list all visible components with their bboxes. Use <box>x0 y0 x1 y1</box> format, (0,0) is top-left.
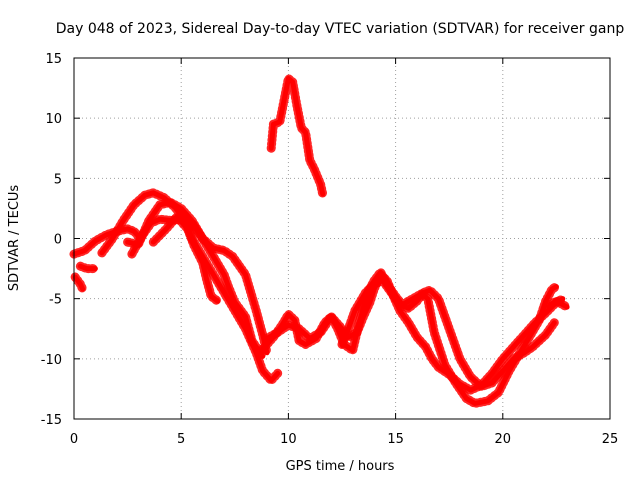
x-tick-label: 20 <box>495 432 512 447</box>
y-tick-label: 5 <box>54 172 62 187</box>
series-markers-track-2 <box>70 272 88 294</box>
grid-lines <box>74 58 610 419</box>
y-tick-label: 0 <box>54 233 62 248</box>
series-markers-track-7 <box>148 212 223 306</box>
x-tick-labels: 0 5 10 15 20 25 <box>70 432 618 447</box>
y-tick-label: -15 <box>41 413 62 428</box>
x-tick-label: 10 <box>280 432 297 447</box>
chart-title: Day 048 of 2023, Sidereal Day-to-day VTE… <box>56 21 625 37</box>
y-tick-label: 10 <box>45 112 62 127</box>
y-tick-label: -5 <box>49 293 62 308</box>
x-tick-label: 5 <box>177 432 185 447</box>
series-markers-track-3 <box>75 261 100 274</box>
data-series <box>69 74 572 408</box>
series-markers-track-11 <box>337 276 559 391</box>
x-tick-label: 15 <box>387 432 404 447</box>
x-axis-label: GPS time / hours <box>286 459 395 474</box>
plot-frame <box>73 57 611 420</box>
series-markers-track-10 <box>262 267 561 408</box>
series-markers-track-8 <box>266 74 328 199</box>
y-tick-labels: -15 -10 -5 0 5 10 15 <box>41 52 62 428</box>
x-tick-label: 25 <box>602 432 619 447</box>
y-axis-label: SDTVAR / TECUs <box>7 185 22 292</box>
series-markers-track-12 <box>545 296 572 312</box>
x-tick-label: 0 <box>70 432 78 447</box>
series-markers-track-6 <box>127 214 268 361</box>
y-tick-label: -10 <box>41 353 62 368</box>
y-tick-label: 15 <box>45 52 62 67</box>
